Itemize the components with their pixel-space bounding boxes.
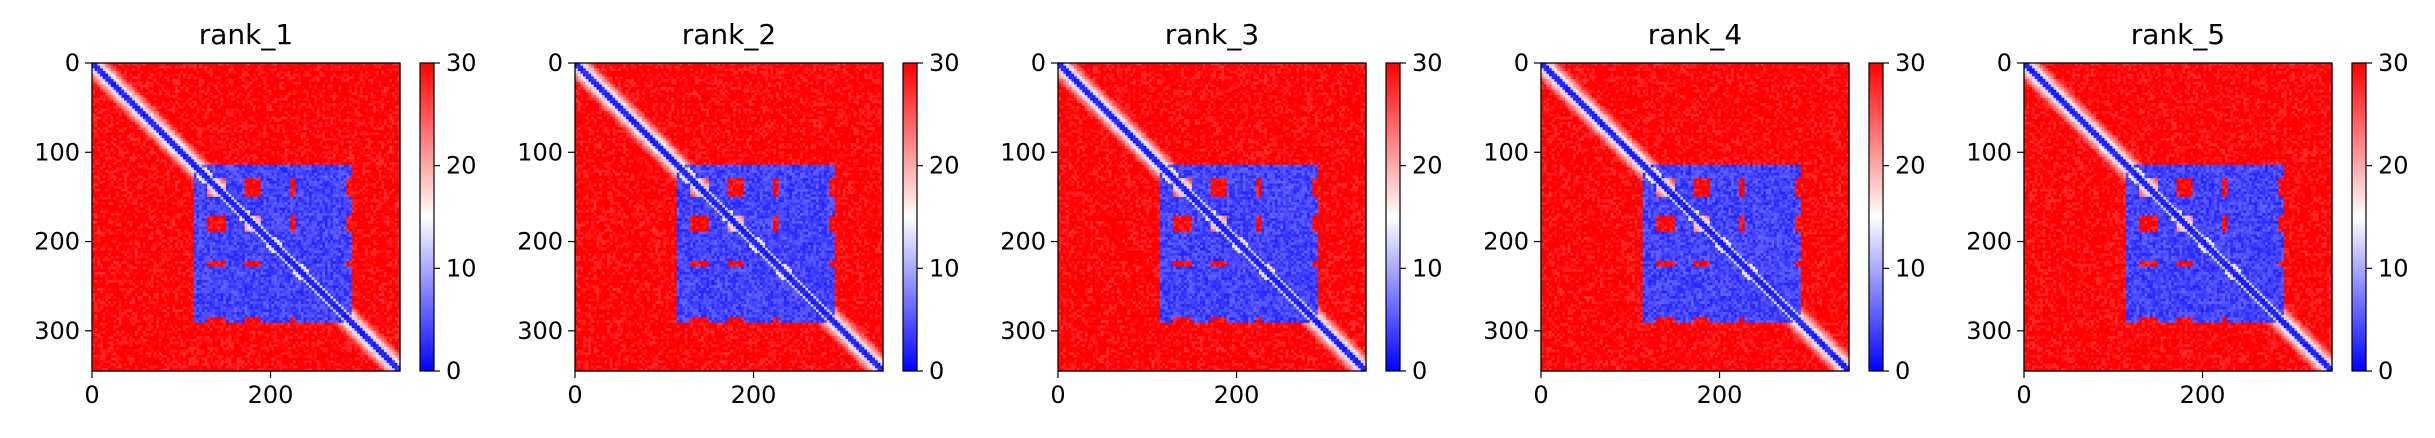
- heatmap-cells: [92, 63, 401, 372]
